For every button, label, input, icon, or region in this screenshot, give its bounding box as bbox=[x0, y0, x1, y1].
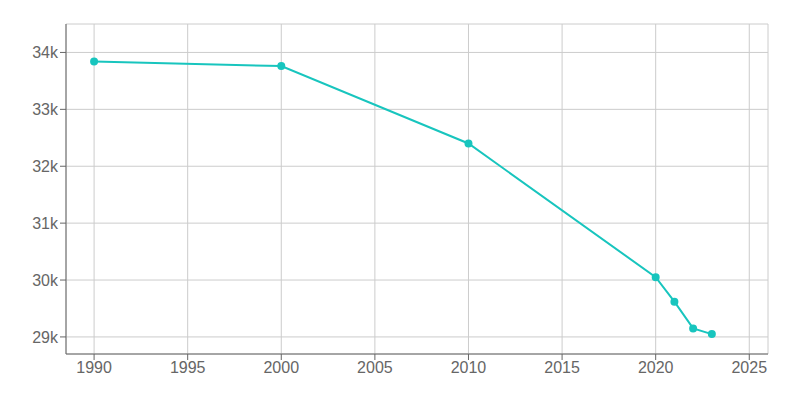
svg-text:31k: 31k bbox=[32, 215, 59, 232]
svg-text:29k: 29k bbox=[32, 329, 59, 346]
svg-text:2015: 2015 bbox=[544, 359, 580, 376]
svg-text:1990: 1990 bbox=[76, 359, 112, 376]
svg-text:2000: 2000 bbox=[263, 359, 299, 376]
svg-text:2020: 2020 bbox=[638, 359, 674, 376]
svg-text:30k: 30k bbox=[32, 272, 59, 289]
svg-text:34k: 34k bbox=[32, 44, 59, 61]
svg-text:2005: 2005 bbox=[357, 359, 393, 376]
svg-text:33k: 33k bbox=[32, 101, 59, 118]
svg-text:2010: 2010 bbox=[451, 359, 487, 376]
svg-text:1995: 1995 bbox=[170, 359, 206, 376]
svg-text:2025: 2025 bbox=[731, 359, 767, 376]
svg-text:32k: 32k bbox=[32, 158, 59, 175]
